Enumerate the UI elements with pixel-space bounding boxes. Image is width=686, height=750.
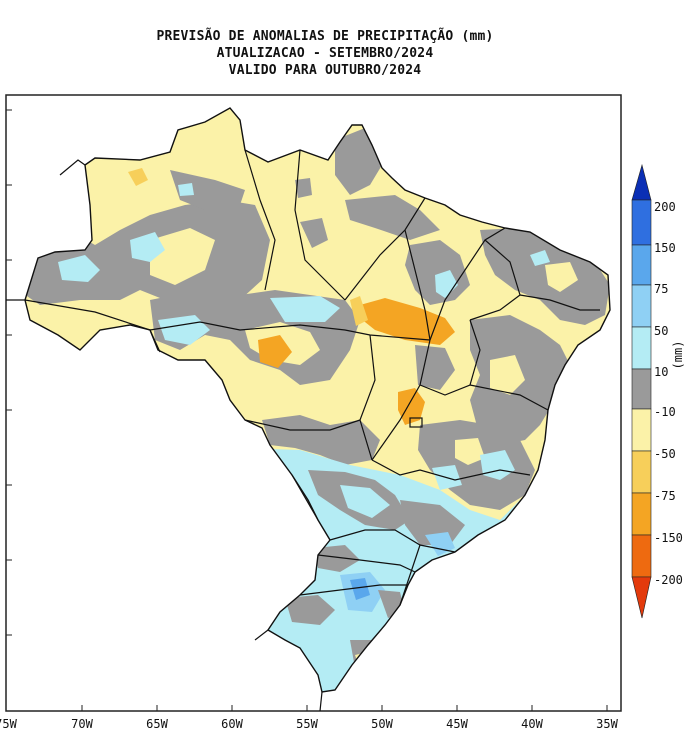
neutral-para-east [345,195,440,240]
lon-label: 50W [371,717,393,731]
light-blue-mt [270,296,340,322]
legend-band-minus10-minus50 [631,408,652,452]
legend-label: 10 [654,365,668,379]
orange-goias [398,388,425,425]
light-blue-ne-2 [530,250,550,266]
neutral-ne-sertao [415,345,455,390]
blue-dark-sc [350,578,370,600]
legend-label: -75 [654,489,676,503]
title-line-3: VALIDO PARA OUTUBRO/2024 [228,63,422,78]
neutral-pr [315,545,360,572]
yellow-ne-inner [545,262,578,292]
legend-label: 200 [654,200,676,214]
legend-label: -200 [654,573,683,587]
light-blue-west-2 [130,232,165,262]
light-blue-roraima [178,183,194,196]
lon-label: 65W [146,717,168,731]
yellow-mg-inner-1 [455,438,485,465]
light-orange-band [350,296,368,326]
neutral-para-north [295,178,312,198]
title-line-2: ATUALIZACAO - SETEMBRO/2024 [216,46,434,61]
neutral-central-west [262,415,380,465]
neutral-para-center [300,218,328,248]
lon-label: 40W [521,717,543,731]
legend-label: 150 [654,241,676,255]
light-blue-ne-1 [435,270,458,298]
distrito-federal-outline [409,417,423,428]
legend-label: 75 [654,282,668,296]
light-blue-west-1 [58,255,100,282]
color-legend: 200 150 75 50 10 -10 -50 -75 -150 -200 (… [631,163,685,619]
yellow-bahia-inner [490,355,525,395]
lon-label: 75W [0,717,18,731]
lon-label: 70W [71,717,93,731]
lon-label: 60W [221,717,243,731]
anomaly-field [25,128,610,692]
neutral-ne-coast [480,228,610,325]
longitude-axis: 75W 70W 65W 60W 55W 50W 45W 40W 35W [0,717,619,731]
legend-unit-label: (mm) [671,341,685,370]
legend-label: 50 [654,324,668,338]
legend-band-neutral [631,368,652,410]
map-title: PREVISÃO DE ANOMALIAS DE PRECIPITAÇÃO (m… [0,28,650,79]
lon-label: 55W [296,717,318,731]
orange-band-tocantins [360,298,455,345]
title-line-1: PREVISÃO DE ANOMALIAS DE PRECIPITAÇÃO (m… [156,29,494,44]
latitude-ticks [6,109,12,636]
longitude-ticks [81,705,608,711]
legend-band-10-50 [631,326,652,370]
legend-band-150-200 [631,199,652,246]
light-blue-ms-inner [340,485,390,518]
legend-cap-top [631,163,652,201]
legend-band-50-75 [631,284,652,328]
lon-label: 45W [446,717,468,731]
legend-cap-bottom [631,576,652,619]
lon-label: 35W [596,717,618,731]
yellow-island-west [150,228,215,285]
political-borders [6,107,611,712]
legend-band-minus50-minus75 [631,450,652,494]
legend-band-minus75-minus150 [631,492,652,536]
orange-mt [258,335,292,368]
legend-label: -10 [654,405,676,419]
legend-label: -150 [654,531,683,545]
legend-band-minus150-minus200 [631,534,652,578]
orange-spot-roraima [128,168,148,186]
legend-band-75-150 [631,244,652,286]
neutral-roraima [170,170,245,210]
legend-label: -50 [654,447,676,461]
neutral-rs-west [285,595,335,625]
light-blue-south [240,448,560,692]
neutral-mg [418,420,535,510]
